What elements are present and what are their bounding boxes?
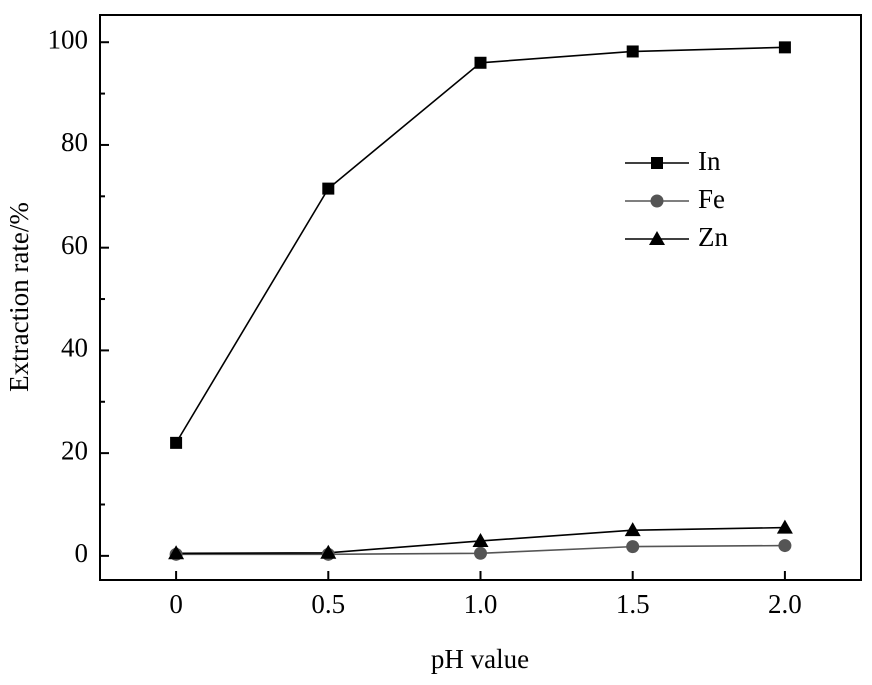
marker bbox=[778, 41, 791, 54]
legend-label: Fe bbox=[698, 184, 725, 214]
y-tick-label: 40 bbox=[61, 333, 88, 363]
x-tick-label: 1.5 bbox=[616, 589, 650, 619]
marker bbox=[322, 182, 335, 195]
y-tick-label: 80 bbox=[61, 127, 88, 157]
y-tick-label: 0 bbox=[75, 538, 89, 568]
legend-label: In bbox=[698, 146, 721, 176]
marker bbox=[474, 56, 487, 69]
plot-frame bbox=[99, 14, 862, 581]
marker bbox=[474, 546, 487, 560]
x-tick-label: 0.5 bbox=[311, 589, 345, 619]
marker bbox=[649, 231, 665, 245]
marker bbox=[626, 540, 640, 554]
marker bbox=[624, 522, 641, 537]
marker bbox=[651, 157, 663, 169]
series-line bbox=[175, 46, 785, 444]
y-axis-label: Extraction rate/% bbox=[4, 202, 34, 392]
y-tick-label: 100 bbox=[48, 24, 89, 54]
marker bbox=[650, 194, 664, 208]
marker bbox=[776, 519, 793, 534]
y-tick-label: 60 bbox=[61, 230, 88, 260]
marker bbox=[320, 544, 337, 559]
x-tick-label: 1.0 bbox=[464, 589, 498, 619]
marker bbox=[472, 532, 489, 547]
marker bbox=[778, 539, 792, 553]
y-tick-label: 20 bbox=[61, 435, 88, 465]
marker bbox=[170, 436, 183, 449]
legend-label: Zn bbox=[698, 222, 728, 252]
x-tick-label: 0 bbox=[169, 589, 183, 619]
marker bbox=[626, 45, 639, 58]
x-axis-label: pH value bbox=[431, 644, 529, 674]
marker bbox=[168, 545, 185, 560]
x-tick-label: 2.0 bbox=[768, 589, 802, 619]
